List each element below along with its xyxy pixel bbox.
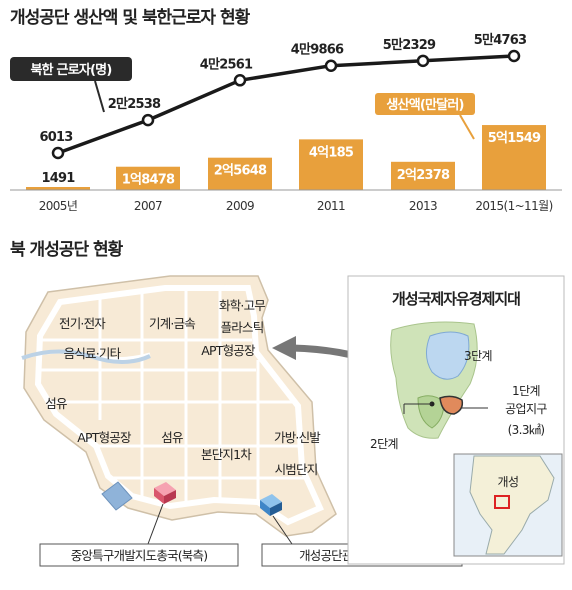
locator-city: 개성 xyxy=(498,475,519,489)
locator-marker xyxy=(494,495,510,509)
workers-line xyxy=(57,54,515,155)
x-tick-5: 2015(1~11월) xyxy=(475,199,552,213)
zone-food: 음식료·기타 xyxy=(64,346,122,361)
output-value-0: 1491 xyxy=(42,171,76,186)
zoom-arrow-head xyxy=(272,336,296,360)
workers-point-2 xyxy=(233,74,247,87)
x-tick-1: 2007 xyxy=(134,199,162,213)
phase3-label: 3단계 xyxy=(464,349,492,363)
zone-pilot-complex: 시범단지 xyxy=(275,462,318,477)
zone-textile-left: 섬유 xyxy=(45,396,67,411)
output-legend-pointer xyxy=(459,114,475,140)
output-legend-box xyxy=(375,93,475,115)
output-legend: 생산액(만달러) xyxy=(375,93,475,140)
x-tick-3: 2011 xyxy=(317,199,345,213)
workers-value-2: 4만2561 xyxy=(200,56,253,72)
x-tick-2: 2009 xyxy=(226,199,254,213)
workers-value-0: 6013 xyxy=(40,130,74,145)
map-title: 북 개성공단 현황 xyxy=(10,240,124,260)
output-value-4: 2억2378 xyxy=(397,168,450,183)
north-office-box xyxy=(39,543,239,567)
output-bar-1 xyxy=(116,166,180,190)
south-office-pointer xyxy=(272,515,293,545)
workers-legend: 북한 근로자(명) xyxy=(10,57,132,113)
chart: 1491 1억8478 2억5648 4억185 2억2378 5억1549 6013 2만2… xyxy=(10,32,562,213)
phase1-area: (3.3㎢) xyxy=(508,423,545,437)
x-tick-0: 2005년 xyxy=(39,199,78,213)
phase1-label-2: 공업지구 xyxy=(505,402,547,416)
zone-bags-shoes: 가방·신발 xyxy=(274,430,321,445)
phase2-label: 2단계 xyxy=(370,437,398,451)
output-bar-5 xyxy=(482,125,546,190)
zone-textile-center: 섬유 xyxy=(161,430,183,445)
output-bar-3 xyxy=(299,139,363,190)
blue-building xyxy=(101,481,133,511)
chart-title: 개성공단 생산액 및 북한근로자 현황 xyxy=(10,8,251,28)
output-bar-4 xyxy=(391,161,455,190)
workers-point-3 xyxy=(324,59,338,72)
workers-point-5 xyxy=(507,49,521,63)
zone-chemical: 화학·고무 xyxy=(219,298,265,313)
zone-machinery: 기계·금속 xyxy=(149,316,195,331)
phase1-label-1: 1단계 xyxy=(512,384,540,398)
phase3-region xyxy=(426,331,470,380)
workers-point-0 xyxy=(51,146,65,160)
workers-value-4: 5만2329 xyxy=(383,37,436,53)
x-tick-4: 2013 xyxy=(409,199,437,213)
workers-value-5: 5만4763 xyxy=(474,32,527,48)
output-legend-label: 생산액(만달러) xyxy=(386,97,463,113)
output-value-1: 1억8478 xyxy=(122,173,175,188)
north-office-label: 중앙특구개발지도총국(북측) xyxy=(71,548,208,563)
complex-map: 전기·전자 기계·금속 화학·고무 플라스틱 APT형공장 음식료·기타 섬유 … xyxy=(21,275,463,567)
complex-boundary xyxy=(23,275,337,537)
workers-point-1 xyxy=(141,113,155,127)
output-value-2: 2억5648 xyxy=(214,164,267,179)
locator-land xyxy=(469,455,555,555)
zone-electronics: 전기·전자 xyxy=(59,316,106,331)
output-bar-0 xyxy=(26,187,90,190)
fez-inset: 개성국제자유경제지대 3단계 2단계 1단계 공업지구 (3.3㎢) 개성 xyxy=(347,275,565,565)
output-bar-2 xyxy=(208,157,272,190)
water-channel xyxy=(21,349,151,364)
north-office-pointer xyxy=(147,503,164,545)
workers-legend-label: 북한 근로자(명) xyxy=(31,62,112,78)
zone-apt-factory-left: APT형공장 xyxy=(77,430,132,445)
output-value-5: 5억1549 xyxy=(488,131,541,146)
workers-legend-pointer xyxy=(94,80,105,113)
zone-main-complex: 본단지1차 xyxy=(201,447,252,462)
zone-plastics: 플라스틱 xyxy=(221,320,264,335)
north-office-building xyxy=(154,482,176,504)
korea-locator: 개성 xyxy=(453,453,563,557)
fez-title: 개성국제자유경제지대 xyxy=(392,290,520,308)
output-value-3: 4억185 xyxy=(309,145,354,160)
phase1-region xyxy=(439,395,464,415)
workers-legend-box xyxy=(10,57,132,81)
workers-value-1: 2만2538 xyxy=(108,96,161,112)
workers-value-3: 4만9866 xyxy=(291,42,344,58)
south-office-building xyxy=(260,494,282,516)
workers-point-4 xyxy=(416,54,430,68)
zone-apt-factory-top: APT형공장 xyxy=(201,343,256,358)
ring-road xyxy=(34,285,324,526)
